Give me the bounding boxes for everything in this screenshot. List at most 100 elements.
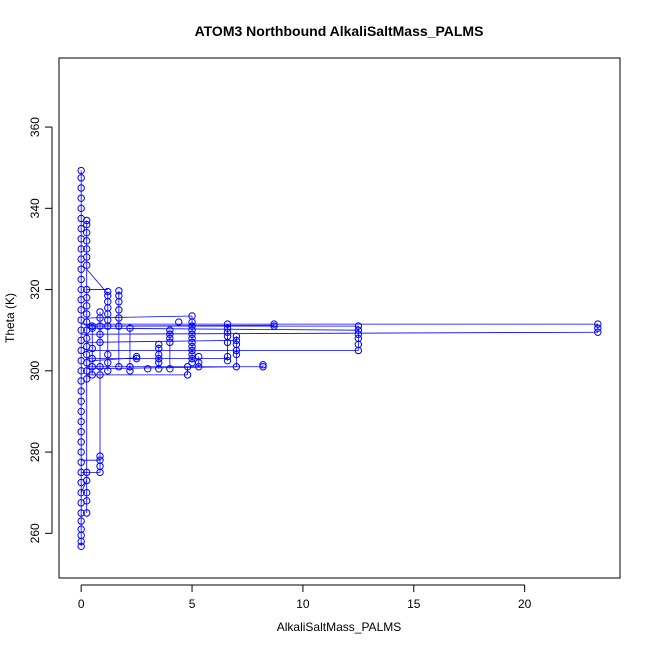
data-point	[77, 417, 85, 426]
series-line	[81, 331, 598, 335]
data-point	[188, 346, 196, 355]
data-point	[155, 358, 163, 367]
data-point	[126, 324, 134, 332]
data-point	[83, 375, 91, 383]
data-point	[83, 488, 91, 497]
data-point	[594, 320, 602, 328]
data-point	[96, 363, 104, 371]
x-tick-label: 20	[518, 597, 532, 611]
data-point	[270, 320, 278, 328]
data-point	[115, 322, 123, 330]
data-point	[88, 324, 96, 332]
data-point	[194, 363, 203, 371]
data-point	[88, 363, 96, 371]
data-point	[83, 220, 91, 229]
data-point	[259, 363, 267, 371]
data-point	[96, 456, 104, 464]
data-point	[354, 326, 363, 334]
data-point	[166, 326, 174, 334]
series-line	[86, 327, 359, 331]
data-point	[223, 328, 232, 336]
data-point	[83, 358, 91, 367]
data-point	[77, 407, 85, 416]
data-point	[259, 361, 267, 369]
data-point	[83, 468, 91, 477]
data-point	[77, 265, 85, 273]
data-point	[77, 326, 85, 334]
data-point	[83, 367, 91, 375]
data-point	[155, 354, 163, 363]
data-point	[88, 371, 96, 379]
data-point	[188, 326, 196, 334]
data-point	[83, 302, 91, 310]
data-point	[175, 318, 183, 326]
chart-title: ATOM3 Northbound AlkaliSaltMass_PALMS	[195, 23, 484, 39]
data-point	[77, 166, 85, 175]
data-point	[223, 332, 232, 340]
data-point	[126, 363, 134, 371]
data-point	[96, 371, 104, 379]
data-point	[88, 322, 96, 330]
data-point	[354, 322, 363, 330]
data-point	[88, 344, 96, 353]
data-point	[83, 216, 91, 225]
data-point	[232, 363, 241, 371]
data-point	[194, 352, 203, 361]
data-point	[166, 365, 174, 373]
data-point	[77, 488, 85, 497]
data-point	[77, 194, 85, 202]
y-axis-label: Theta (K)	[3, 293, 17, 343]
data-point	[83, 293, 91, 302]
data-point	[83, 285, 91, 294]
series-line	[86, 315, 193, 319]
data-point	[77, 525, 85, 533]
y-tick-label: 280	[28, 442, 42, 462]
data-point	[354, 334, 363, 343]
series-line	[92, 357, 137, 362]
data-point	[166, 330, 174, 338]
x-tick-label: 5	[189, 597, 196, 611]
data-point	[77, 458, 85, 466]
x-axis-label: AlkaliSaltMass_PALMS	[277, 620, 402, 634]
data-point	[83, 497, 91, 505]
data-point	[77, 542, 85, 551]
data-point	[188, 322, 196, 330]
data-point	[83, 253, 91, 261]
data-point	[188, 330, 196, 338]
data-point	[83, 476, 91, 485]
series-line	[86, 268, 109, 294]
data-point	[83, 509, 91, 517]
data-point	[77, 184, 85, 192]
data-point	[223, 320, 232, 328]
data-point	[96, 452, 104, 460]
data-point	[83, 318, 91, 326]
data-point	[96, 308, 104, 316]
data-point	[77, 397, 85, 405]
data-point	[83, 228, 91, 237]
data-point	[223, 324, 232, 332]
data-point	[132, 352, 141, 361]
series-line	[86, 339, 237, 343]
data-point	[77, 174, 85, 182]
y-axis: 260 280 300 320 340 360	[28, 117, 53, 543]
data-point	[104, 358, 112, 367]
data-point	[115, 306, 123, 314]
data-point	[155, 344, 163, 353]
data-point	[115, 363, 123, 371]
data-point	[104, 291, 112, 300]
data-point	[77, 367, 85, 375]
data-point	[77, 517, 85, 525]
data-point	[83, 237, 91, 245]
data-point	[83, 350, 91, 359]
x-tick-label: 10	[296, 597, 310, 611]
series-line	[80, 480, 88, 493]
x-tick-label: 15	[407, 597, 421, 611]
data-point	[126, 367, 134, 375]
data-point	[77, 509, 85, 517]
data-point	[143, 365, 152, 373]
data-point	[232, 340, 241, 349]
data-point	[77, 285, 85, 294]
data-point	[104, 287, 112, 296]
x-axis: 0 5 10 15 20	[78, 584, 532, 611]
